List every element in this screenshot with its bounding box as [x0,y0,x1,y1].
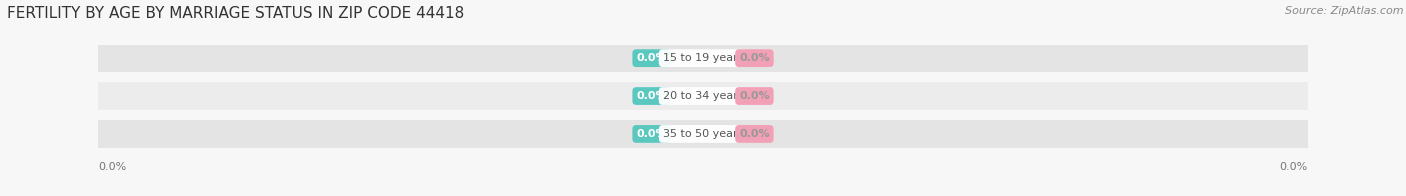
Text: 15 to 19 years: 15 to 19 years [662,53,744,63]
Text: FERTILITY BY AGE BY MARRIAGE STATUS IN ZIP CODE 44418: FERTILITY BY AGE BY MARRIAGE STATUS IN Z… [7,6,464,21]
Text: 0.0%: 0.0% [98,162,127,172]
Text: 0.0%: 0.0% [1279,162,1308,172]
Text: 20 to 34 years: 20 to 34 years [662,91,744,101]
Text: 0.0%: 0.0% [740,91,769,101]
Text: 0.0%: 0.0% [740,53,769,63]
Bar [98,120,1308,148]
Bar [98,44,1308,72]
Text: 35 to 50 years: 35 to 50 years [662,129,744,139]
Bar [98,82,1308,110]
Text: 0.0%: 0.0% [637,53,666,63]
Text: 0.0%: 0.0% [637,129,666,139]
Text: 0.0%: 0.0% [740,129,769,139]
Text: Source: ZipAtlas.com: Source: ZipAtlas.com [1285,6,1403,16]
Legend: Married, Unmarried: Married, Unmarried [624,195,782,196]
Text: 0.0%: 0.0% [637,91,666,101]
